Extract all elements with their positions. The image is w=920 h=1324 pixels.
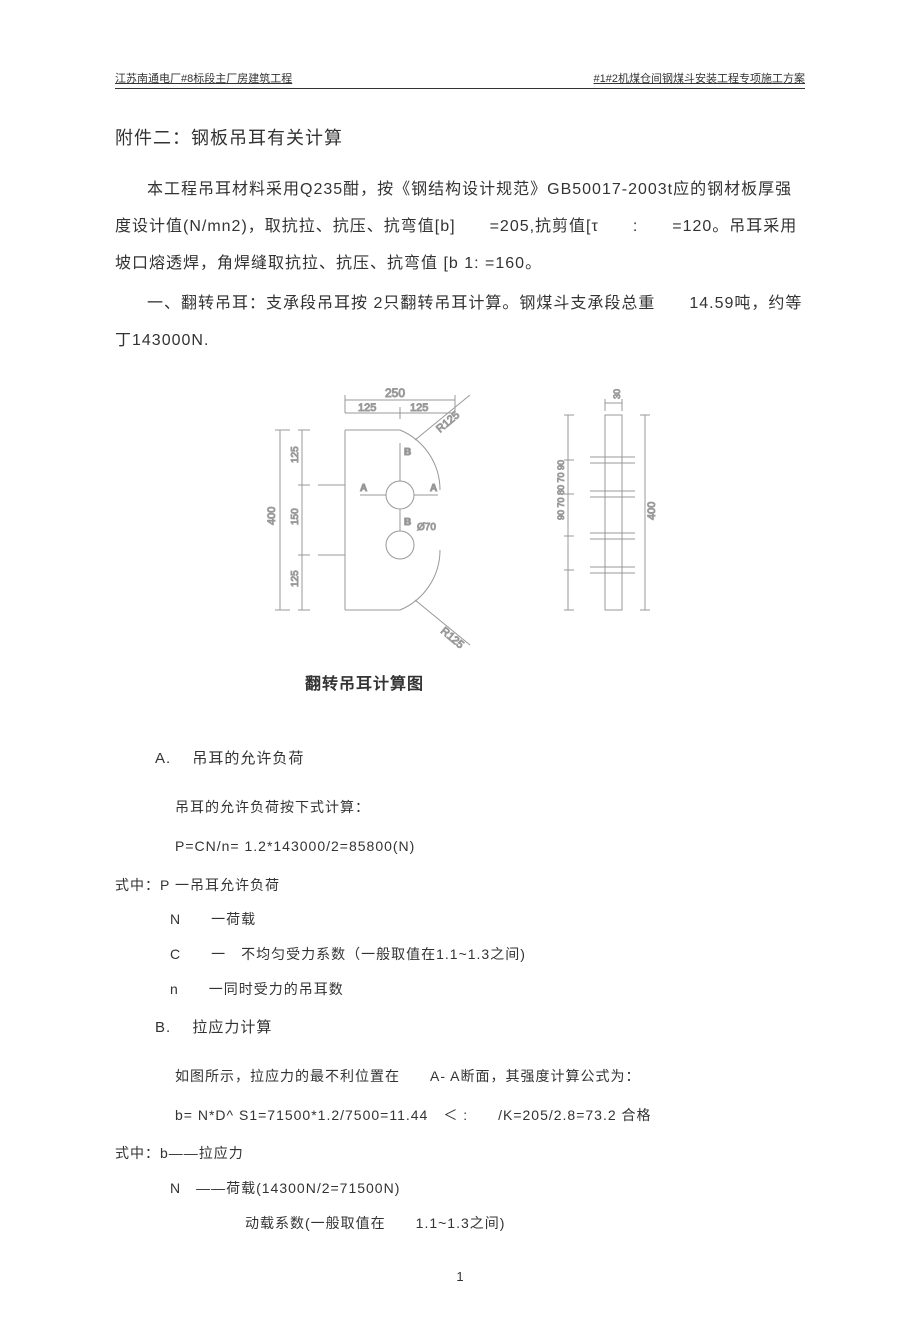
- section-b-formula: b= N*D^ S1=71500*1.2/7500=11.44 ＜ : /K=2…: [175, 1100, 805, 1131]
- section-b-def-0: N ——荷载(14300N/2=71500N): [170, 1173, 805, 1204]
- section-a-def-2: n 一同时受力的吊耳数: [170, 974, 805, 1005]
- dim-400-r: 400: [646, 502, 658, 520]
- dim-250: 250: [385, 386, 405, 400]
- seg-125-t: 125: [290, 446, 301, 463]
- label-a-l: A: [360, 483, 367, 494]
- section-b-label: B. 拉应力计算: [155, 1013, 805, 1043]
- section-b-def-1: 动载系数(一般取值在 1.1~1.3之间): [170, 1208, 805, 1239]
- diagram-right: 30 400: [550, 385, 660, 655]
- section-a-def-0: N 一荷载: [170, 904, 805, 935]
- section-a-def-label: 式中：P 一吊耳允许负荷: [115, 870, 805, 901]
- section-a-label: A. 吊耳的允许负荷: [155, 744, 805, 774]
- dim-400: 400: [266, 507, 278, 525]
- header-right: #1#2机煤仓间钢煤斗安装工程专项施工方案: [594, 70, 805, 86]
- paragraph-2: 一、翻转吊耳：支承段吊耳按 2只翻转吊耳计算。钢煤斗支承段总重 14.59吨，约…: [115, 286, 805, 360]
- paragraph-1: 本工程吊耳材料采用Q235酣，按《钢结构设计规范》GB50017-2003t应的…: [115, 172, 805, 282]
- dim-125-l: 125: [358, 402, 376, 414]
- label-b-t: B: [404, 447, 411, 458]
- dim-30: 30: [612, 389, 622, 399]
- section-a-formula: P=CN/n= 1.2*143000/2=85800(N): [175, 831, 805, 862]
- seg-150: 150: [290, 508, 301, 525]
- diagram-left: 250 125 125 R125 R125 Ø70: [260, 385, 490, 655]
- section-a-desc: 吊耳的允许负荷按下式计算：: [175, 792, 805, 823]
- section-b-def-label: 式中：b——拉应力: [115, 1138, 805, 1169]
- label-a-r: A: [430, 483, 437, 494]
- r125-bot: R125: [438, 625, 466, 651]
- section-b-desc: 如图所示，拉应力的最不利位置在 A- A断面，其强度计算公式为：: [175, 1061, 805, 1092]
- header-left: 江苏南通电厂#8标段主厂房建筑工程: [115, 70, 292, 86]
- dim-125-r: 125: [410, 402, 428, 414]
- section-a-def-1: C 一 不均匀受力系数（一般取值在1.1~1.3之间): [170, 939, 805, 970]
- label-b-b: B: [404, 517, 411, 528]
- seg-right: 90 70 80 70 90: [556, 460, 566, 520]
- diagram-caption: 翻转吊耳计算图: [235, 670, 805, 694]
- page-number: 1: [115, 1269, 805, 1284]
- page-title: 附件二：钢板吊耳有关计算: [115, 124, 805, 150]
- hole-dia: Ø70: [417, 522, 436, 533]
- diagram-container: 250 125 125 R125 R125 Ø70: [115, 385, 805, 655]
- seg-125-b: 125: [290, 570, 301, 587]
